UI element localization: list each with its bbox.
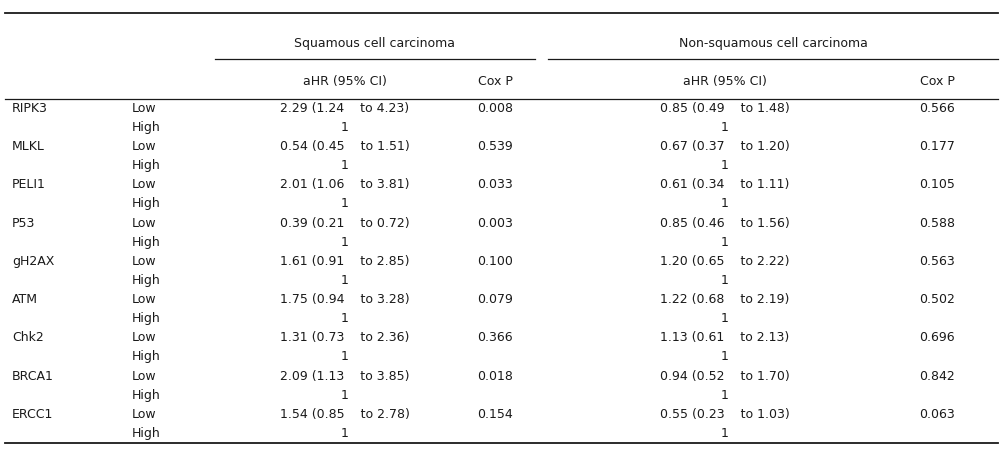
Text: High: High xyxy=(132,236,161,249)
Text: Low: Low xyxy=(132,178,157,191)
Text: 1: 1 xyxy=(721,198,729,211)
Text: 1.13 (0.61    to 2.13): 1.13 (0.61 to 2.13) xyxy=(660,331,790,344)
Text: 2.09 (1.13    to 3.85): 2.09 (1.13 to 3.85) xyxy=(280,370,410,383)
Text: 0.539: 0.539 xyxy=(477,140,513,153)
Text: Low: Low xyxy=(132,370,157,383)
Text: 0.54 (0.45    to 1.51): 0.54 (0.45 to 1.51) xyxy=(280,140,410,153)
Text: High: High xyxy=(132,389,161,402)
Text: 0.588: 0.588 xyxy=(919,217,955,230)
Text: 0.85 (0.49    to 1.48): 0.85 (0.49 to 1.48) xyxy=(660,102,790,115)
Text: 1: 1 xyxy=(721,236,729,249)
Text: 1: 1 xyxy=(721,121,729,134)
Text: 0.55 (0.23    to 1.03): 0.55 (0.23 to 1.03) xyxy=(660,408,790,421)
Text: 1: 1 xyxy=(721,159,729,172)
Text: High: High xyxy=(132,312,161,325)
Text: 1.20 (0.65    to 2.22): 1.20 (0.65 to 2.22) xyxy=(660,255,790,268)
Text: Chk2: Chk2 xyxy=(12,331,44,344)
Text: 1: 1 xyxy=(341,274,349,287)
Text: 1.75 (0.94    to 3.28): 1.75 (0.94 to 3.28) xyxy=(280,293,410,306)
Text: Low: Low xyxy=(132,217,157,230)
Text: 0.177: 0.177 xyxy=(919,140,955,153)
Text: 1: 1 xyxy=(341,121,349,134)
Text: 0.67 (0.37    to 1.20): 0.67 (0.37 to 1.20) xyxy=(660,140,790,153)
Text: 0.008: 0.008 xyxy=(477,102,513,115)
Text: 0.063: 0.063 xyxy=(919,408,955,421)
Text: 1: 1 xyxy=(721,427,729,440)
Text: 1: 1 xyxy=(341,159,349,172)
Text: 1.22 (0.68    to 2.19): 1.22 (0.68 to 2.19) xyxy=(660,293,790,306)
Text: 0.154: 0.154 xyxy=(477,408,513,421)
Text: 0.696: 0.696 xyxy=(919,331,955,344)
Text: 1.31 (0.73    to 2.36): 1.31 (0.73 to 2.36) xyxy=(280,331,410,344)
Text: High: High xyxy=(132,198,161,211)
Text: 1: 1 xyxy=(721,274,729,287)
Text: Low: Low xyxy=(132,293,157,306)
Text: 0.105: 0.105 xyxy=(919,178,955,191)
Text: 0.61 (0.34    to 1.11): 0.61 (0.34 to 1.11) xyxy=(660,178,790,191)
Text: 2.01 (1.06    to 3.81): 2.01 (1.06 to 3.81) xyxy=(280,178,410,191)
Text: 1: 1 xyxy=(721,351,729,363)
Text: 0.018: 0.018 xyxy=(477,370,513,383)
Text: 0.566: 0.566 xyxy=(919,102,955,115)
Text: Cox P: Cox P xyxy=(478,75,512,88)
Text: High: High xyxy=(132,159,161,172)
Text: High: High xyxy=(132,274,161,287)
Text: PELI1: PELI1 xyxy=(12,178,46,191)
Text: 0.39 (0.21    to 0.72): 0.39 (0.21 to 0.72) xyxy=(280,217,410,230)
Text: 2.29 (1.24    to 4.23): 2.29 (1.24 to 4.23) xyxy=(280,102,410,115)
Text: 1.61 (0.91    to 2.85): 1.61 (0.91 to 2.85) xyxy=(280,255,410,268)
Text: 1: 1 xyxy=(341,198,349,211)
Text: 0.842: 0.842 xyxy=(919,370,955,383)
Text: Cox P: Cox P xyxy=(920,75,954,88)
Text: gH2AX: gH2AX xyxy=(12,255,54,268)
Text: Low: Low xyxy=(132,255,157,268)
Text: 1: 1 xyxy=(341,312,349,325)
Text: 1: 1 xyxy=(341,427,349,440)
Text: Non-squamous cell carcinoma: Non-squamous cell carcinoma xyxy=(679,37,867,49)
Text: 0.079: 0.079 xyxy=(477,293,513,306)
Text: 0.85 (0.46    to 1.56): 0.85 (0.46 to 1.56) xyxy=(660,217,790,230)
Text: RIPK3: RIPK3 xyxy=(12,102,48,115)
Text: High: High xyxy=(132,351,161,363)
Text: 1: 1 xyxy=(721,389,729,402)
Text: BRCA1: BRCA1 xyxy=(12,370,54,383)
Text: High: High xyxy=(132,427,161,440)
Text: Low: Low xyxy=(132,140,157,153)
Text: 1.54 (0.85    to 2.78): 1.54 (0.85 to 2.78) xyxy=(280,408,410,421)
Text: MLKL: MLKL xyxy=(12,140,45,153)
Text: 0.003: 0.003 xyxy=(477,217,513,230)
Text: 1: 1 xyxy=(721,312,729,325)
Text: High: High xyxy=(132,121,161,134)
Text: P53: P53 xyxy=(12,217,35,230)
Text: 1: 1 xyxy=(341,351,349,363)
Text: 0.033: 0.033 xyxy=(477,178,513,191)
Text: Low: Low xyxy=(132,408,157,421)
Text: ATM: ATM xyxy=(12,293,38,306)
Text: 1: 1 xyxy=(341,236,349,249)
Text: Squamous cell carcinoma: Squamous cell carcinoma xyxy=(294,37,456,49)
Text: 0.366: 0.366 xyxy=(477,331,513,344)
Text: 0.502: 0.502 xyxy=(919,293,955,306)
Text: 0.100: 0.100 xyxy=(477,255,513,268)
Text: aHR (95% CI): aHR (95% CI) xyxy=(303,75,387,88)
Text: Low: Low xyxy=(132,331,157,344)
Text: 1: 1 xyxy=(341,389,349,402)
Text: aHR (95% CI): aHR (95% CI) xyxy=(683,75,767,88)
Text: Low: Low xyxy=(132,102,157,115)
Text: 0.94 (0.52    to 1.70): 0.94 (0.52 to 1.70) xyxy=(660,370,790,383)
Text: 0.563: 0.563 xyxy=(919,255,955,268)
Text: ERCC1: ERCC1 xyxy=(12,408,53,421)
